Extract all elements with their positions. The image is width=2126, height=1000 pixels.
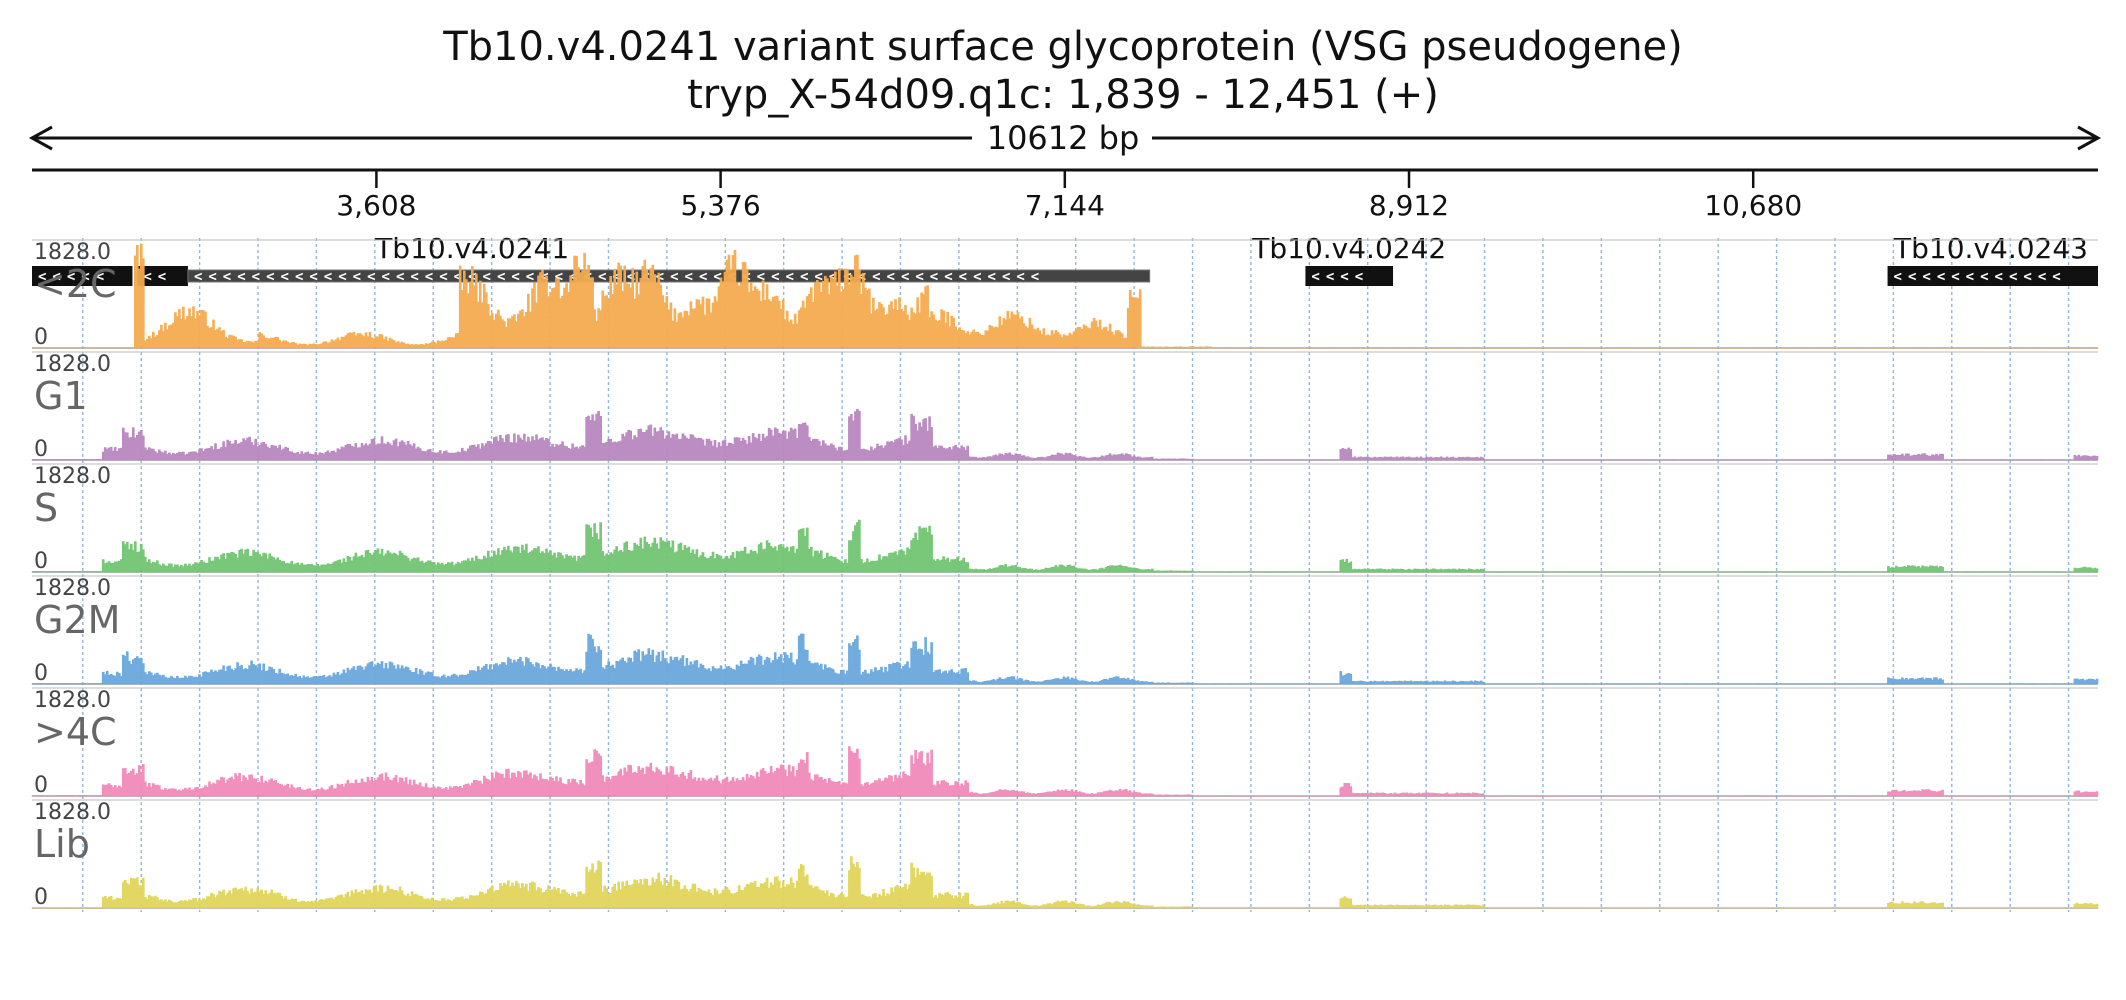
gene-Tb10.v4.0242: Tb10.v4.0242 <<<< xyxy=(1251,232,1446,286)
chart-title: Tb10.v4.0241 variant surface glycoprotei… xyxy=(443,24,1683,70)
gene-Tb10.v4.0243: Tb10.v4.0243 <<<<<<<<<<<< xyxy=(1887,232,2098,286)
track-max-label: 1828.0 xyxy=(34,240,111,265)
gene-block xyxy=(137,266,188,286)
gene-block xyxy=(1887,266,2098,286)
track-max-label: 1828.0 xyxy=(34,352,111,377)
span-arrowhead-left xyxy=(28,125,53,151)
track-<2C: 1828.0<2C 0 xyxy=(32,239,2099,350)
track-max-label: 1828.0 xyxy=(34,688,111,713)
track-max-label: 1828.0 xyxy=(34,576,111,601)
gene-label: Tb10.v4.0242 xyxy=(1251,232,1446,265)
track-name-label: <2C xyxy=(34,262,117,306)
strand-arrows: <<<<< xyxy=(38,269,110,285)
track-zero-label: 0 xyxy=(34,661,48,686)
track-name-label: G2M xyxy=(34,598,120,642)
track-zero-label: 0 xyxy=(34,885,48,910)
track-name-label: G1 xyxy=(34,374,88,418)
coverage-area xyxy=(31,856,2099,909)
axis-tick-label: 5,376 xyxy=(681,189,761,222)
track-S: 1828.0S 0 xyxy=(31,463,2099,574)
gene-label: Tb10.v4.0241 xyxy=(374,232,569,265)
coverage-area xyxy=(32,243,2099,349)
span-arrowhead-right xyxy=(2077,125,2102,151)
chart-subtitle-locus: tryp_X-54d09.q1c: 1,839 - 12,451 (+) xyxy=(687,72,1439,118)
gene-block xyxy=(1305,266,1394,286)
coordinate-axis: 3,608 5,376 7,144 8,912 10,680 xyxy=(32,168,2098,222)
gene-Tb10.v4.0241: Tb10.v4.0241<<<<<<<<<<<<<<<<<<<<<<<<<<<<… xyxy=(32,232,1151,286)
track-name-label: Lib xyxy=(34,822,90,866)
gene-block xyxy=(32,266,133,286)
gene-block-pseudogene xyxy=(187,269,1151,283)
track-zero-label: 0 xyxy=(34,773,48,798)
gene-track: Tb10.v4.0241<<<<<<<<<<<<<<<<<<<<<<<<<<<<… xyxy=(32,232,2098,286)
coverage-area xyxy=(31,408,2099,461)
coverage-tracks: 1828.0<2C01828.0G101828.0S01828.0G2M0182… xyxy=(31,239,2099,910)
span-indicator: 10612 bp xyxy=(28,119,2102,157)
axis-tick-label: 10,680 xyxy=(1704,189,1802,222)
track-max-label: 1828.0 xyxy=(34,464,111,489)
coverage-area xyxy=(31,746,2099,797)
strand-arrows: <<<< xyxy=(1311,269,1369,285)
track-name-label: >4C xyxy=(34,710,117,754)
gene-label: Tb10.v4.0243 xyxy=(1893,232,2088,265)
strand-arrows: <<<<<<<<<<<< xyxy=(1894,269,2067,285)
strand-arrows: << xyxy=(143,269,172,285)
coverage-area xyxy=(31,519,2099,573)
track-G1: 1828.0G1 0 xyxy=(31,351,2099,462)
track-zero-label: 0 xyxy=(34,325,48,350)
axis-tick-label: 7,144 xyxy=(1025,189,1105,222)
track->4C: 1828.0>4C 0 xyxy=(31,687,2099,798)
axis-tick-label: 8,912 xyxy=(1369,189,1449,222)
span-length-label: 10612 bp xyxy=(987,119,1140,157)
track-name-label: S xyxy=(34,486,58,530)
track-zero-label: 0 xyxy=(34,437,48,462)
axis-tick-label: 3,608 xyxy=(336,189,416,222)
track-max-label: 1828.0 xyxy=(34,800,111,825)
coverage-area xyxy=(31,633,2099,685)
track-zero-label: 0 xyxy=(34,549,48,574)
grid-lines xyxy=(82,238,2070,912)
